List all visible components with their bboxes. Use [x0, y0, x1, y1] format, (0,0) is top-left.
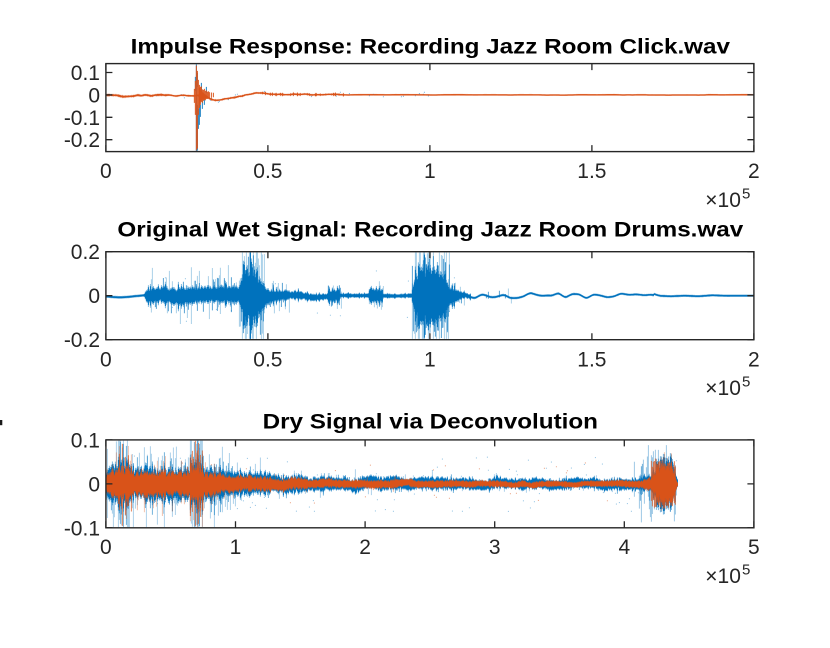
- svg-text:×10: ×10: [705, 189, 741, 212]
- svg-text:2: 2: [748, 348, 760, 371]
- svg-text:4: 4: [618, 536, 630, 559]
- svg-text:1.5: 1.5: [577, 160, 606, 183]
- svg-text:0.5: 0.5: [253, 348, 282, 371]
- svg-text:0: 0: [100, 536, 112, 559]
- svg-text:0: 0: [100, 348, 112, 371]
- svg-text:1: 1: [424, 348, 436, 371]
- svg-text:-0.1: -0.1: [64, 517, 100, 540]
- svg-text:1: 1: [424, 160, 436, 183]
- svg-text:Impulse Response: Recording Ja: Impulse Response: Recording Jazz Room Cl…: [131, 34, 731, 58]
- svg-text:0.1: 0.1: [71, 429, 100, 452]
- svg-text:2: 2: [359, 536, 371, 559]
- svg-text:Original Wet Signal: Recording: Original Wet Signal: Recording Jazz Room…: [117, 217, 743, 241]
- svg-text:-0.1: -0.1: [64, 107, 100, 130]
- svg-text:0: 0: [88, 285, 100, 308]
- svg-text:Dry Signal via Deconvolution: Dry Signal via Deconvolution: [263, 409, 598, 433]
- svg-text:×10: ×10: [705, 565, 741, 588]
- svg-text:0: 0: [100, 160, 112, 183]
- svg-text:-0.2: -0.2: [64, 129, 100, 152]
- svg-text:0.5: 0.5: [253, 160, 282, 183]
- svg-text:0: 0: [88, 84, 100, 107]
- svg-text:5: 5: [742, 561, 750, 578]
- svg-text:5: 5: [742, 374, 750, 391]
- svg-text:0.1: 0.1: [71, 62, 100, 85]
- svg-text:×10: ×10: [705, 377, 741, 400]
- svg-text:0: 0: [88, 473, 100, 496]
- svg-text:-0.2: -0.2: [64, 329, 100, 352]
- svg-text:0.2: 0.2: [71, 241, 100, 264]
- svg-text:5: 5: [748, 536, 760, 559]
- svg-text:1.5: 1.5: [577, 348, 606, 371]
- svg-text:3: 3: [489, 536, 501, 559]
- svg-text:2: 2: [748, 160, 760, 183]
- svg-text:5: 5: [742, 186, 750, 203]
- svg-text:1: 1: [230, 536, 242, 559]
